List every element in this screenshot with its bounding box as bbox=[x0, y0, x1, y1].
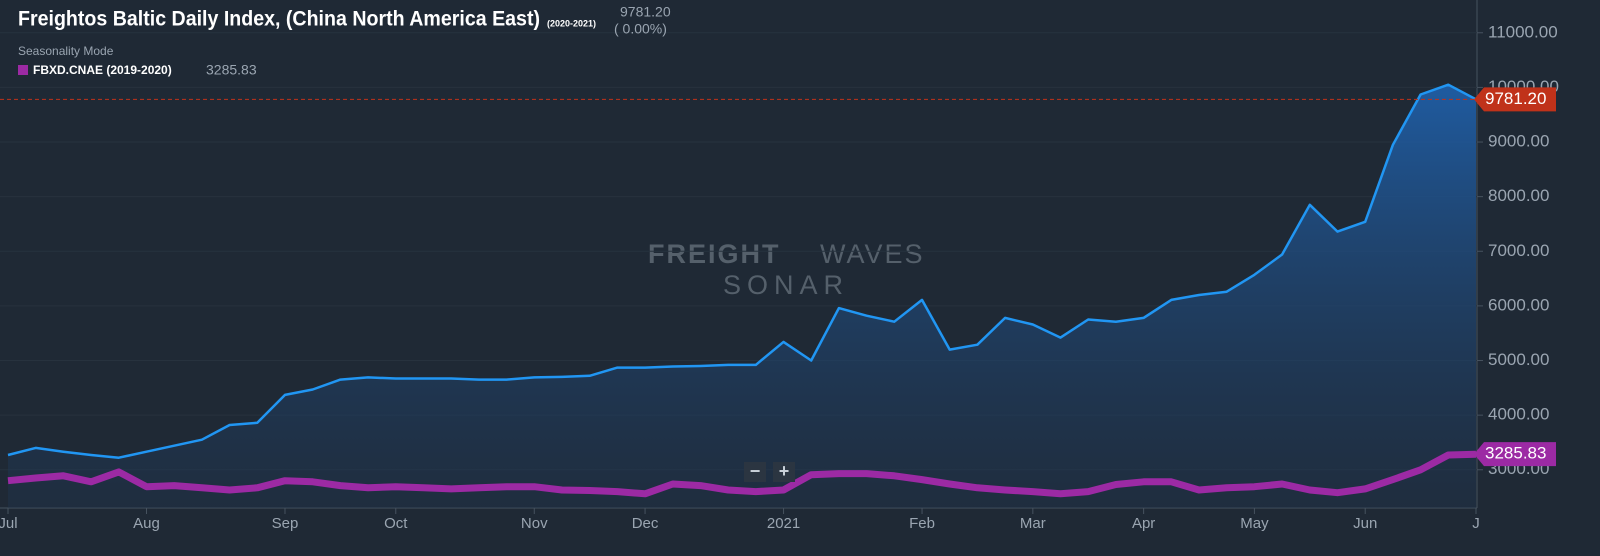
zoom-out-label[interactable]: − bbox=[750, 461, 761, 481]
x-tick-label: Jul bbox=[0, 515, 18, 532]
last-value-label: 9781.20 bbox=[1485, 89, 1546, 108]
x-tick-label: 2021 bbox=[767, 515, 800, 532]
last-value-tag bbox=[1474, 87, 1556, 112]
x-tick-label: Jun bbox=[1353, 515, 1377, 532]
watermark-brand-light: WAVES bbox=[820, 239, 925, 269]
legend-label[interactable]: FBXD.CNAE (2019-2020) bbox=[33, 63, 172, 77]
series-line bbox=[7, 450, 1477, 498]
x-tick-label: Dec bbox=[632, 515, 659, 532]
watermark-product: SONAR bbox=[723, 270, 849, 300]
series-area bbox=[8, 84, 1476, 508]
x-tick-label: Aug bbox=[133, 515, 160, 532]
x-tick-label: Feb bbox=[909, 515, 935, 532]
x-tick-label: Nov bbox=[521, 515, 548, 532]
plot-area bbox=[0, 32, 1477, 508]
y-tick-label: 7000.00 bbox=[1488, 241, 1549, 260]
watermark: FREIGHT WAVES SONAR bbox=[648, 239, 925, 300]
x-tick-label: J bbox=[1472, 515, 1480, 532]
x-tick-label: Sep bbox=[272, 515, 299, 532]
last-value-label: 3285.83 bbox=[1485, 444, 1546, 463]
zoom-out-button[interactable] bbox=[744, 462, 766, 482]
y-tick-label: 9000.00 bbox=[1488, 132, 1549, 151]
y-tick-label: 5000.00 bbox=[1488, 350, 1549, 369]
mode-label: Seasonality Mode bbox=[18, 44, 114, 58]
y-tick-label: 4000.00 bbox=[1488, 405, 1549, 424]
y-tick-label: 6000.00 bbox=[1488, 295, 1549, 314]
watermark-brand-bold: FREIGHT bbox=[648, 239, 781, 269]
y-tick-label: 8000.00 bbox=[1488, 186, 1549, 205]
zoom-in-button[interactable] bbox=[773, 462, 795, 482]
x-tick-label: Oct bbox=[384, 515, 408, 532]
series-line bbox=[7, 83, 1477, 459]
zoom-in-label[interactable]: + bbox=[779, 461, 790, 481]
chart-title: Freightos Baltic Daily Index, (China Nor… bbox=[18, 8, 540, 31]
y-tick-label: 11000.00 bbox=[1488, 22, 1558, 41]
header-change: ( 0.00%) bbox=[614, 21, 667, 37]
header-value: 9781.20 bbox=[620, 4, 671, 20]
last-value-tag bbox=[1474, 442, 1556, 467]
x-tick-label: May bbox=[1240, 515, 1269, 532]
x-tick-label: Mar bbox=[1020, 515, 1046, 532]
legend-swatch bbox=[18, 65, 28, 75]
legend-value: 3285.83 bbox=[206, 62, 257, 78]
chart-subtitle: (2020-2021) bbox=[547, 18, 596, 28]
x-tick-label: Apr bbox=[1132, 515, 1155, 532]
